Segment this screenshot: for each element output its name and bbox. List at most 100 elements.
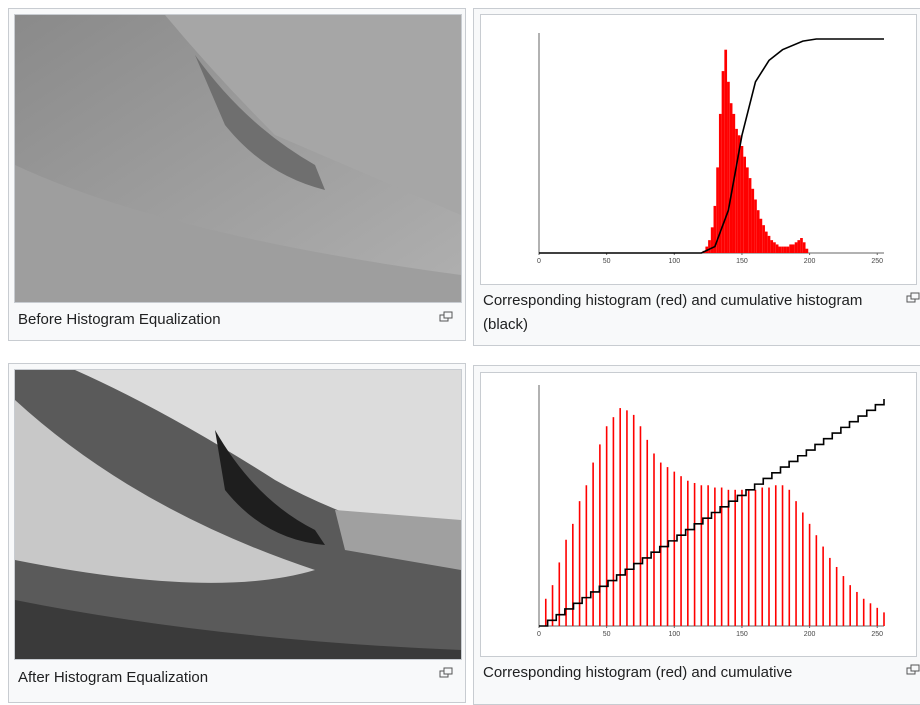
bar (775, 244, 779, 253)
x-tick-label: 100 (668, 631, 680, 638)
x-tick-label: 200 (804, 258, 816, 265)
page: Before Histogram Equalization 0 50 100 150 2… (8, 8, 920, 705)
bar (721, 71, 725, 253)
bar (856, 591, 858, 626)
enlarge-icon[interactable] (906, 664, 920, 675)
bar (605, 426, 608, 626)
bar (802, 242, 806, 253)
bar (788, 489, 791, 626)
bar (572, 523, 574, 626)
bar (639, 426, 642, 626)
bar (720, 487, 723, 626)
bar (592, 462, 594, 626)
x-tick-label: 250 (871, 258, 883, 265)
thumb: 0 50 100 150 200 250 Corresponding histogram … (473, 8, 920, 346)
bar (687, 480, 689, 626)
bar (792, 244, 795, 253)
thumb: 0 50 100 150 200 250 Corresponding histogram … (473, 365, 920, 705)
bar (748, 178, 752, 253)
bar (693, 482, 696, 626)
bar (716, 167, 719, 253)
bar (707, 485, 709, 626)
histogram-chart: 0 50 100 150 200 250 (537, 385, 885, 638)
bar (762, 225, 765, 253)
bar (673, 471, 676, 626)
bar (789, 244, 792, 253)
x-tick-label: 50 (603, 631, 611, 638)
x-tick-label: 150 (736, 258, 748, 265)
bar (808, 523, 811, 626)
caption: Corresponding histogram (red) and cumula… (483, 664, 793, 681)
bar (737, 135, 741, 253)
caption: After Histogram Equalization (18, 669, 209, 686)
bar (783, 246, 787, 253)
thumb: Before Histogram Equalization (8, 8, 466, 341)
bar (862, 598, 865, 626)
bar (778, 246, 782, 253)
bar (764, 231, 768, 253)
bar (632, 414, 635, 626)
bar (718, 113, 722, 254)
x-tick-label: 0 (537, 631, 541, 638)
chart-image: 0 50 100 150 200 250 (480, 14, 917, 285)
bar (869, 603, 872, 626)
bar (781, 485, 784, 626)
x-tick-label: 250 (871, 631, 883, 638)
x-tick-label: 0 (537, 258, 541, 265)
bar (734, 489, 736, 626)
bar (829, 557, 831, 626)
bar (768, 487, 770, 626)
bar (612, 417, 615, 626)
bar (646, 439, 649, 626)
bar (727, 489, 730, 626)
bar (626, 410, 628, 626)
bar (729, 103, 733, 253)
bar (727, 81, 730, 253)
bar (835, 566, 838, 626)
bar (585, 485, 588, 626)
caption: Before Histogram Equalization (18, 311, 221, 328)
enlarge-icon[interactable] (439, 667, 454, 678)
bar (700, 485, 703, 626)
bar (735, 128, 738, 253)
enlarge-icon[interactable] (439, 311, 454, 322)
x-tick-label: 150 (736, 631, 748, 638)
bar (713, 205, 717, 253)
bar (759, 218, 763, 253)
bar (710, 227, 714, 253)
bar (794, 242, 798, 253)
x-tick-label: 100 (668, 258, 680, 265)
bar (805, 248, 809, 253)
bar (714, 487, 716, 626)
bar (599, 444, 601, 626)
bar (708, 240, 711, 253)
bar (754, 199, 757, 253)
bar (578, 501, 581, 626)
bar (565, 539, 567, 626)
enlarge-icon[interactable] (906, 292, 920, 303)
photo-before (14, 14, 462, 303)
bar (802, 512, 804, 626)
cumulative-line (539, 38, 884, 254)
photo-after (14, 369, 462, 660)
bar (797, 240, 801, 253)
bar (761, 487, 764, 626)
bar (558, 562, 561, 626)
bar (746, 167, 749, 253)
photo (15, 15, 461, 302)
bar (754, 489, 757, 626)
bar (653, 453, 655, 626)
bar (724, 49, 728, 254)
bar (800, 238, 803, 253)
x-tick-label: 200 (804, 631, 816, 638)
bar (544, 598, 547, 626)
histogram-chart: 0 50 100 150 200 250 (537, 33, 884, 265)
cumulative-line (539, 399, 885, 627)
bar (822, 546, 824, 626)
chart-image: 0 50 100 150 200 250 (480, 372, 917, 657)
bar (767, 235, 771, 253)
bar (795, 501, 797, 626)
caption: Corresponding histogram (red) and cumula… (483, 292, 863, 333)
thumb: After Histogram Equalization (8, 363, 466, 703)
bar (740, 146, 744, 253)
